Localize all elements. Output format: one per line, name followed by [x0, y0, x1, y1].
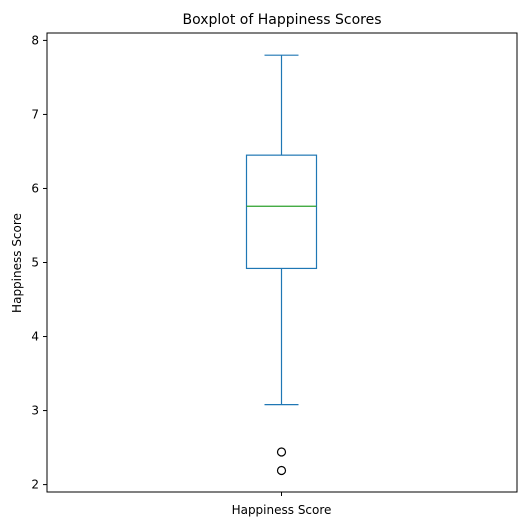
iqr-box	[245, 154, 318, 270]
y-tick-label-2: 2	[31, 478, 39, 492]
x-tick-label: Happiness Score	[232, 503, 332, 517]
chart-title: Boxplot of Happiness Scores	[182, 12, 381, 28]
y-tick-label-5: 5	[31, 256, 39, 270]
outlier-point-0	[276, 447, 287, 457]
y-tick-label-7: 7	[31, 107, 39, 121]
y-tick-label-3: 3	[31, 404, 39, 418]
y-tick-label-6: 6	[31, 181, 39, 195]
plot-area: 2 3 4 5 6 7 8 Happiness Score	[31, 32, 518, 517]
y-tick-label-4: 4	[31, 330, 39, 344]
y-axis-label: Happiness Score	[10, 213, 24, 313]
outlier-point-1	[276, 465, 287, 476]
y-tick-label-8: 8	[31, 33, 39, 47]
